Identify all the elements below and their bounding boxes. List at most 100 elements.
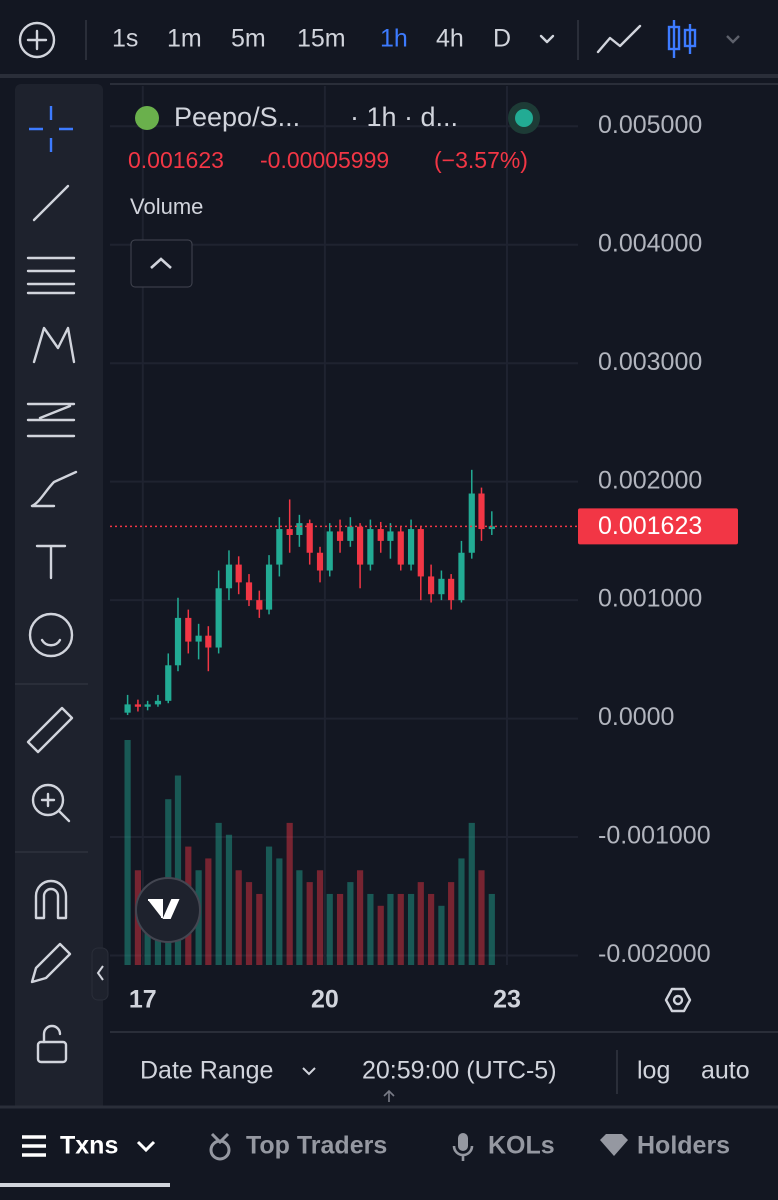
interval-button[interactable]: D [493, 25, 511, 53]
candle-layer [124, 469, 495, 716]
text-tool[interactable] [35, 544, 67, 580]
candle-body [195, 635, 202, 642]
trophy-icon [209, 1132, 231, 1161]
clock: 20:59:00 (UTC-5) [362, 1057, 557, 1085]
collapse-arrow [96, 965, 104, 981]
emoji-tool[interactable] [28, 612, 74, 658]
candle-body [417, 529, 424, 577]
candle-body [245, 582, 253, 601]
date-range[interactable]: Date Range [140, 1057, 273, 1085]
interval-button[interactable]: 1m [167, 25, 202, 53]
chart-type-menu[interactable] [726, 35, 740, 44]
forecast-tool[interactable] [26, 402, 76, 438]
volume-bar [407, 893, 415, 965]
volume-bar [347, 882, 354, 965]
interval-button[interactable]: 1h [380, 25, 408, 53]
price-change-pct: (−3.57%) [434, 147, 528, 173]
trendline-tool[interactable] [32, 184, 70, 222]
candle-chart-button[interactable] [667, 20, 697, 58]
candle-body [174, 617, 182, 666]
y-tick-label: 0.002000 [598, 466, 702, 494]
magnet-tool[interactable] [34, 879, 68, 920]
y-tick-label: -0.002000 [598, 940, 711, 968]
toolbar-collapse[interactable] [91, 947, 109, 1001]
volume-bar [458, 858, 465, 965]
candle-body [326, 531, 333, 571]
volume-bar [286, 822, 293, 965]
pattern-tool[interactable] [32, 326, 76, 364]
lock-tool[interactable] [36, 1024, 68, 1064]
candle-body [205, 635, 212, 648]
tab[interactable]: Holders [637, 1132, 730, 1160]
date-range-arrow [302, 1067, 316, 1076]
status-dot [515, 109, 533, 127]
candle-body [458, 552, 465, 601]
volume-bar [356, 870, 364, 965]
volume-bar [428, 893, 435, 965]
volume-bar [265, 846, 273, 965]
candle-body [256, 600, 263, 610]
volume-bar [124, 740, 131, 965]
top-bar-border [0, 74, 778, 78]
candle-body [387, 531, 394, 541]
log-toggle[interactable]: log [637, 1057, 670, 1085]
price-change: -0.00005999 [260, 147, 389, 173]
candle-body [286, 529, 293, 535]
candle-body [265, 564, 273, 610]
volume-bar [306, 882, 313, 965]
crosshair-tool[interactable] [29, 106, 73, 152]
volume-bar [397, 893, 404, 965]
interval-button[interactable]: 4h [436, 25, 464, 53]
grid [110, 86, 578, 965]
y-tick-label: 0.001000 [598, 585, 702, 613]
tab[interactable]: Top Traders [246, 1132, 387, 1160]
auto-toggle[interactable]: auto [701, 1057, 750, 1085]
diamond-icon [600, 1134, 628, 1156]
candle-body [134, 704, 142, 707]
x-tick-label: 17 [129, 986, 157, 1014]
volume-bar [387, 893, 394, 965]
last-price-badge [578, 508, 738, 545]
y-tick-label: 0.004000 [598, 229, 702, 257]
add-button[interactable] [18, 21, 56, 59]
volume-bar [448, 882, 455, 965]
last-price: 0.001623 [128, 147, 224, 173]
volume-bar [417, 882, 424, 965]
candle-body [235, 564, 242, 583]
settings-button[interactable] [664, 987, 692, 1013]
lock-drawing-tool[interactable] [30, 942, 72, 984]
y-tick-label: 0.0000 [598, 703, 674, 731]
chevron-up [150, 257, 172, 269]
candle-body [407, 529, 415, 565]
collapse-legend[interactable] [130, 239, 193, 288]
fib-tool[interactable] [26, 256, 76, 295]
volume-bar [336, 893, 344, 965]
line-chart-button[interactable] [596, 24, 642, 54]
brush-tool[interactable] [30, 470, 78, 508]
candle-body [185, 617, 192, 642]
interval-menu[interactable] [539, 34, 555, 44]
tab[interactable]: Txns [60, 1132, 118, 1160]
volume-bar [478, 870, 485, 965]
candle-body [428, 576, 435, 595]
candle-body [276, 529, 283, 565]
volume-bar [205, 858, 212, 965]
volume-bar [367, 893, 374, 965]
interval-button[interactable]: 1s [112, 25, 138, 53]
y-tick-label: 0.005000 [598, 111, 702, 139]
interval-button[interactable]: 15m [297, 25, 346, 53]
drawing-toolbar [15, 84, 103, 1114]
tab[interactable]: KOLs [488, 1132, 555, 1160]
x-tick-label: 23 [493, 986, 521, 1014]
ruler-tool[interactable] [26, 706, 74, 754]
zoom-tool[interactable] [31, 783, 71, 823]
toolbar-icons [15, 106, 88, 1064]
candle-body [316, 552, 324, 571]
volume-bar [468, 822, 475, 965]
symbol: Peepo/S... [174, 102, 300, 132]
resize-handle[interactable] [383, 1089, 395, 1125]
interval-button[interactable]: 5m [231, 25, 266, 53]
candle-body [397, 531, 404, 565]
candle-body [347, 526, 354, 541]
